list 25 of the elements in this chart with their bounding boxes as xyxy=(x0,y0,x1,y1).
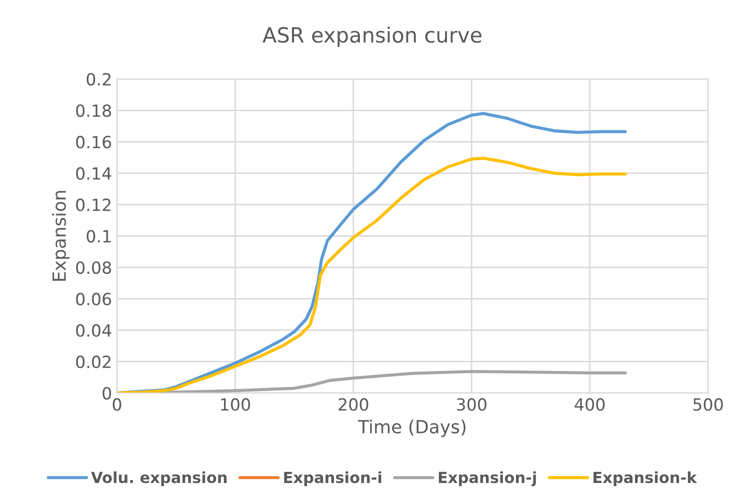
legend-label: Expansion-k xyxy=(594,471,698,486)
legend-label: Volu. expansion xyxy=(91,471,227,486)
y-tick-label: 0.12 xyxy=(76,198,110,212)
y-axis-title: Expansion xyxy=(52,191,70,281)
legend-label: Expansion-i xyxy=(284,471,382,486)
y-tick-label: 0.18 xyxy=(76,104,111,117)
x-tick-label: 200 xyxy=(338,398,368,411)
x-tick-label: 0 xyxy=(112,398,122,411)
line-series xyxy=(117,156,627,393)
x-tick-label: 400 xyxy=(574,398,605,411)
x-tick-label: 300 xyxy=(456,398,486,411)
chart-title: ASR expansion curve xyxy=(262,26,482,47)
y-tick-label: 0.14 xyxy=(76,167,112,180)
x-tick-label: 100 xyxy=(221,398,250,411)
y-tick-label: 0.1 xyxy=(86,230,111,243)
y-tick-label: 0.06 xyxy=(76,292,112,306)
y-tick-label: 0.02 xyxy=(76,356,110,368)
y-tick-label: 0.2 xyxy=(86,72,110,86)
y-tick-label: 0.04 xyxy=(76,324,112,337)
y-tick-label: 0 xyxy=(102,386,112,400)
y-tick-label: 0.16 xyxy=(76,136,112,148)
legend-label: Expansion-j xyxy=(438,471,536,486)
x-tick-label: 500 xyxy=(693,398,723,411)
y-tick-label: 0.08 xyxy=(76,261,111,274)
x-axis-title: Time (Days) xyxy=(358,420,466,438)
